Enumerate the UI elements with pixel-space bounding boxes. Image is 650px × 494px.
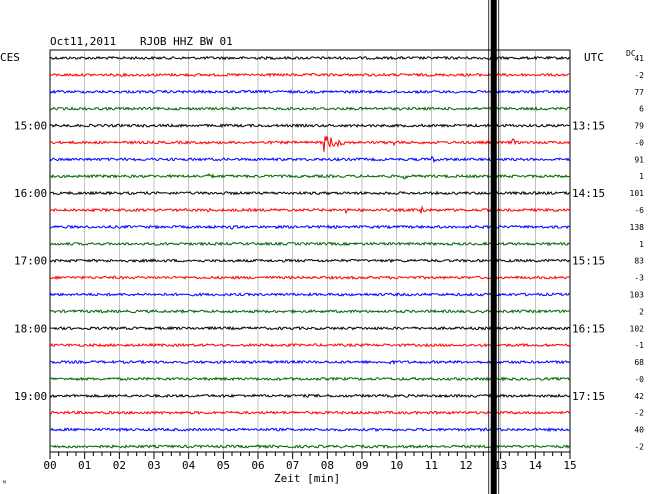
trace-4 xyxy=(49,123,571,129)
dc-offset: 68 xyxy=(634,358,644,367)
trace-7 xyxy=(49,172,571,180)
x-tick-label: 06 xyxy=(251,459,264,472)
trace-9 xyxy=(49,205,571,215)
dc-offset: -0 xyxy=(634,375,644,384)
dc-offset: -2 xyxy=(634,442,644,451)
trace-16 xyxy=(49,325,571,331)
dc-offset: 103 xyxy=(630,290,645,299)
x-tick-label: 10 xyxy=(390,459,403,472)
left-timezone: CES xyxy=(0,51,20,64)
header-date: Oct11,2011 xyxy=(50,35,116,48)
dc-offset: -2 xyxy=(634,409,644,418)
trace-6 xyxy=(49,155,571,164)
trace-17 xyxy=(49,342,571,348)
x-tick-label: 13 xyxy=(494,459,507,472)
dc-offset: 6 xyxy=(639,105,644,114)
right-time-label: 15:15 xyxy=(572,255,605,268)
dc-offset: -3 xyxy=(634,274,644,283)
x-tick-label: 00 xyxy=(43,459,56,472)
grid xyxy=(84,50,536,452)
dc-offset: 77 xyxy=(634,88,644,97)
dc-label: DC xyxy=(626,49,636,58)
dc-offset: -0 xyxy=(634,138,644,147)
dc-offset-labels: 41 -2 77 6 79 -0 91 1 101 -6 138 1 83 -3 103 2 102 -1 68 -0… xyxy=(630,54,645,451)
dc-offset: 1 xyxy=(639,240,644,249)
x-axis-label: Zeit [min] xyxy=(274,472,340,485)
trace-21 xyxy=(49,410,571,416)
trace-0 xyxy=(49,55,571,61)
traces xyxy=(49,55,571,449)
dc-offset: 91 xyxy=(634,155,644,164)
dc-offset: 41 xyxy=(634,54,644,63)
dc-offset: 102 xyxy=(630,324,645,333)
x-tick-label: 04 xyxy=(182,459,196,472)
left-time-label: 15:00 xyxy=(14,120,47,133)
x-tick-label: 02 xyxy=(113,459,126,472)
right-time-label: 17:15 xyxy=(572,390,605,403)
dc-offset: 83 xyxy=(634,257,644,266)
right-time-labels: 13:15 14:15 15:15 16:15 17:15 xyxy=(572,120,605,403)
dc-offset: -1 xyxy=(634,341,644,350)
left-time-label: 17:00 xyxy=(14,255,47,268)
x-tick-label: 08 xyxy=(321,459,334,472)
dc-offset: 40 xyxy=(634,426,644,435)
trace-10 xyxy=(50,224,570,230)
trace-5 xyxy=(49,135,571,152)
header-station: RJOB HHZ BW 01 xyxy=(140,35,233,48)
right-time-label: 14:15 xyxy=(572,187,605,200)
left-time-label: 16:00 xyxy=(14,187,47,200)
dc-offset: 2 xyxy=(639,307,644,316)
trace-13 xyxy=(49,275,571,281)
right-time-label: 13:15 xyxy=(572,120,605,133)
trace-3 xyxy=(49,106,571,111)
trace-19 xyxy=(49,376,571,382)
x-tick-label: 01 xyxy=(78,459,91,472)
x-tick-label: 11 xyxy=(425,459,438,472)
dc-offset: -6 xyxy=(634,206,644,215)
marker-line xyxy=(488,0,500,494)
right-time-label: 16:15 xyxy=(572,322,605,335)
trace-11 xyxy=(49,241,571,247)
trace-12 xyxy=(49,258,571,264)
dc-offset: -2 xyxy=(634,71,644,80)
left-time-label: 19:00 xyxy=(14,390,47,403)
trace-18 xyxy=(49,359,571,365)
trace-23 xyxy=(49,444,571,449)
x-tick-label: 12 xyxy=(459,459,472,472)
trace-1 xyxy=(49,72,571,78)
trace-15 xyxy=(49,308,571,314)
dc-offset: 79 xyxy=(634,122,644,131)
corner-mark: ᴹ xyxy=(2,479,7,488)
x-tick-label: 15 xyxy=(563,459,576,472)
right-timezone: UTC xyxy=(584,51,604,64)
trace-14 xyxy=(49,291,571,297)
x-axis: 00 01 02 03 04 05 06 07 08 09 10 11 12 13 14 15 xyxy=(43,452,577,472)
trace-8 xyxy=(49,190,571,196)
marker-bar xyxy=(490,0,497,494)
trace-20 xyxy=(49,393,571,399)
trace-22 xyxy=(49,427,571,433)
x-tick-label: 09 xyxy=(355,459,368,472)
x-tick-label: 03 xyxy=(147,459,160,472)
trace-2 xyxy=(49,89,571,95)
dc-offset: 1 xyxy=(639,172,644,181)
x-tick-label: 05 xyxy=(217,459,230,472)
dc-offset: 42 xyxy=(634,392,644,401)
x-tick-label: 07 xyxy=(286,459,299,472)
dc-offset: 138 xyxy=(630,223,645,232)
left-time-label: 18:00 xyxy=(14,322,47,335)
x-tick-label: 14 xyxy=(529,459,543,472)
left-time-labels: 15:00 16:00 17:00 18:00 19:00 xyxy=(14,120,47,403)
dc-offset: 101 xyxy=(630,189,645,198)
